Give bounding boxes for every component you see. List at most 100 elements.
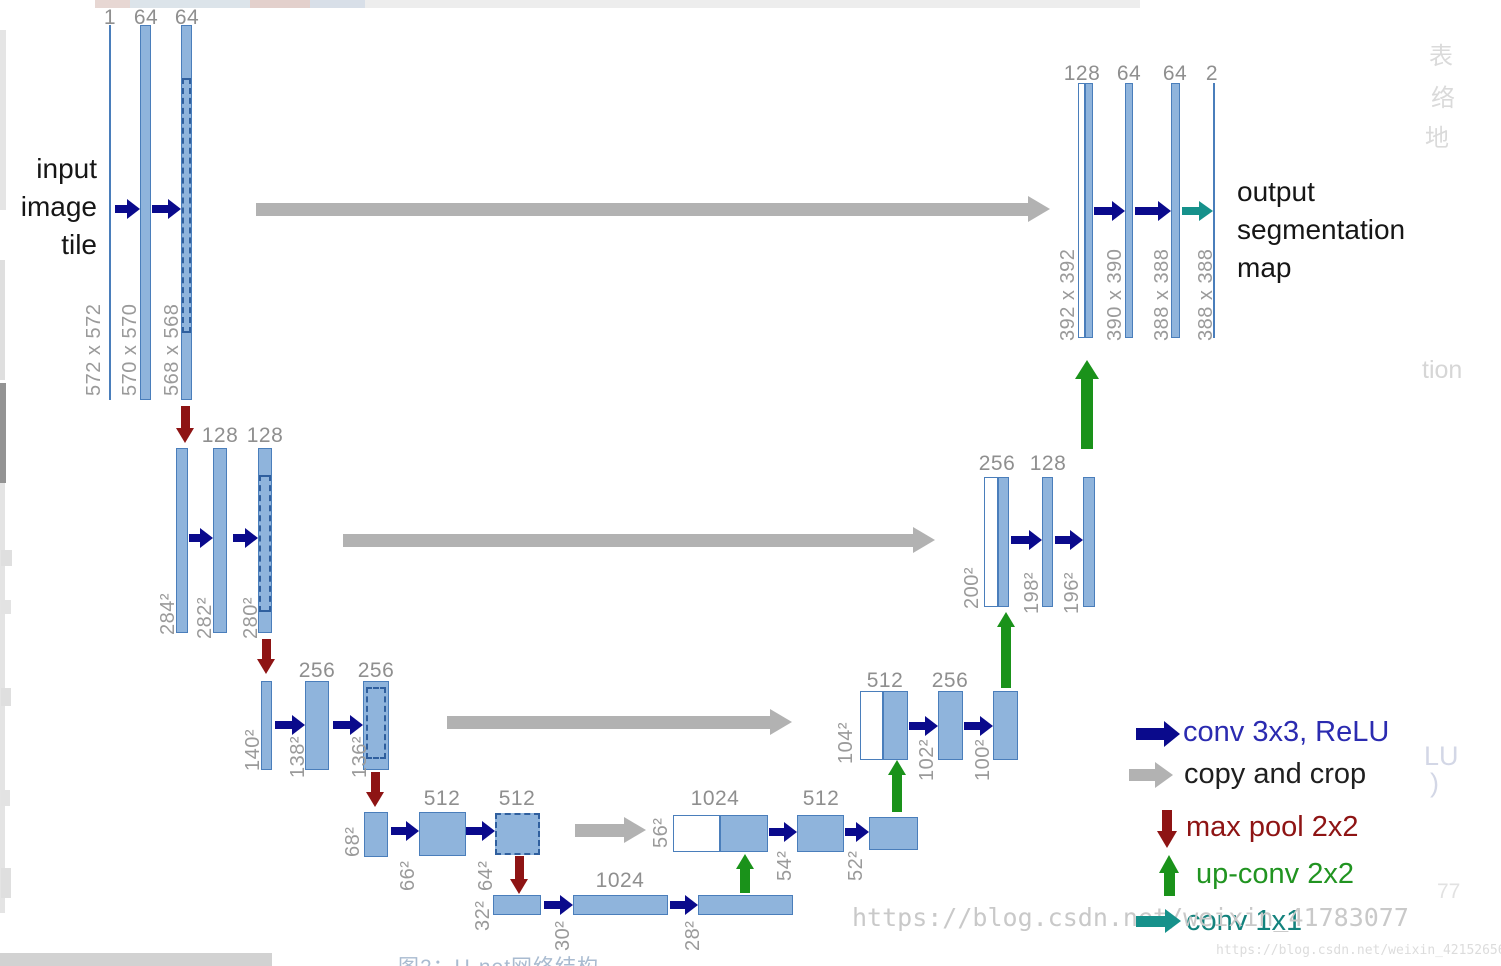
feature-map-bar — [495, 813, 540, 855]
top-edge-artifact — [310, 0, 365, 8]
feature-size-label: 32² — [472, 900, 494, 931]
feature-size-label: 30² — [552, 920, 574, 951]
feature-map-bar — [364, 812, 388, 857]
legend-label-conv1x1: conv 1x1 — [1186, 905, 1303, 937]
feature-size-label: 280² — [240, 596, 262, 639]
left-edge-artifact — [0, 260, 5, 380]
conv3x3-relu-arrow — [544, 895, 573, 915]
channel-count-label: 128 — [246, 424, 284, 447]
left-edge-artifact — [1, 790, 10, 806]
conv3x3-relu-arrow — [1011, 530, 1042, 550]
feature-size-label: 388 x 388 — [1195, 248, 1217, 341]
feature-size-label: 196² — [1061, 571, 1083, 614]
input-label-line: input — [36, 153, 97, 184]
input-label-line: tile — [61, 229, 97, 260]
feature-size-label: 568 x 568 — [161, 303, 183, 396]
conv3x3-relu-arrow — [115, 199, 140, 219]
conv3x3-relu-arrow — [189, 528, 213, 548]
channel-count-label: 64 — [1162, 62, 1188, 85]
left-edge-artifact — [1, 868, 11, 898]
feature-map-bar — [698, 895, 793, 915]
channel-count-label: 256 — [357, 659, 395, 682]
feature-size-label: 56² — [650, 817, 672, 848]
feature-map-bar — [1083, 477, 1095, 607]
conv3x3-relu-arrow — [275, 715, 305, 735]
copy-and-crop-arrow — [447, 708, 792, 736]
legend-label-copy-crop: copy and crop — [1184, 758, 1367, 790]
channel-count-label: 128 — [201, 424, 239, 447]
feature-size-label: 198² — [1021, 571, 1043, 614]
feature-size-label: 52² — [845, 850, 867, 881]
feature-map-bar — [720, 815, 768, 852]
feature-map-bar — [869, 817, 918, 850]
feature-size-label: 282² — [194, 596, 216, 639]
feature-size-label: 572 x 572 — [83, 303, 105, 396]
output-label-line: map — [1237, 252, 1292, 283]
feature-size-label: 68² — [342, 826, 364, 857]
feature-map-bar — [305, 681, 329, 770]
up-conv-arrow — [887, 760, 907, 812]
channel-count-label: 256 — [978, 452, 1016, 475]
feature-map-bar — [109, 25, 111, 400]
feature-map-bar — [176, 448, 188, 633]
feature-size-label: 388 x 388 — [1151, 248, 1173, 341]
feature-size-label: 284² — [157, 592, 179, 635]
legend-copy-crop-arrow-icon — [1129, 762, 1173, 788]
input-label-line: image — [20, 191, 97, 222]
crop-region-outline — [366, 687, 386, 759]
feature-map-bar — [1125, 83, 1133, 338]
channel-count-label: 512 — [498, 787, 536, 810]
feature-map-bar — [993, 691, 1018, 760]
feature-size-label: 28² — [682, 920, 704, 951]
watermark-url-big: https://blog.csdn.net/weixin_41783077 — [852, 903, 1409, 932]
legend-upconv-arrow-icon — [1158, 855, 1180, 896]
right-edge-ghost-text: LU — [1424, 741, 1459, 771]
conv3x3-relu-arrow — [1055, 530, 1083, 550]
feature-size-label: 102² — [916, 738, 938, 781]
feature-size-label: 104² — [835, 721, 857, 764]
channel-count-label: 64 — [174, 6, 200, 29]
feature-map-bar — [1085, 83, 1093, 338]
conv3x3-relu-arrow — [466, 821, 495, 841]
conv3x3-relu-arrow — [769, 822, 797, 842]
max-pool-arrow — [365, 772, 385, 807]
legend-label-upconv: up-conv 2x2 — [1196, 858, 1354, 890]
legend-maxpool-arrow-icon — [1157, 810, 1177, 848]
up-conv-arrow — [996, 612, 1016, 688]
feature-map-bar — [140, 25, 151, 400]
conv3x3-relu-arrow — [391, 821, 419, 841]
channel-count-label: 512 — [423, 787, 461, 810]
feature-size-label: 54² — [774, 850, 796, 881]
feature-map-bar — [998, 477, 1009, 607]
output-label: output segmentation map — [1237, 173, 1405, 287]
left-edge-artifact — [1, 600, 11, 614]
right-edge-text-cjk: 络 — [1431, 85, 1455, 112]
top-edge-artifact — [250, 0, 310, 8]
copy-and-crop-arrow — [575, 816, 646, 844]
feature-size-label: 138² — [287, 735, 309, 778]
conv3x3-relu-arrow — [1135, 201, 1171, 221]
feature-map-bar — [1213, 83, 1215, 338]
channel-count-label: 256 — [298, 659, 336, 682]
channel-count-label: 2 — [1205, 62, 1219, 85]
right-edge-ghost-text: ) — [1430, 768, 1439, 798]
max-pool-arrow — [175, 406, 195, 443]
conv3x3-relu-arrow — [670, 895, 698, 915]
conv3x3-relu-arrow — [964, 716, 993, 736]
feature-size-label: 66² — [397, 860, 419, 891]
legend-conv1x1-arrow-icon — [1136, 909, 1181, 933]
top-edge-artifact — [365, 0, 1140, 8]
feature-map-bar — [419, 812, 466, 856]
right-edge-text-cjk: 地 — [1425, 125, 1449, 152]
feature-map-bar — [181, 25, 192, 400]
channel-count-label: 1024 — [690, 787, 740, 810]
feature-map-bar — [213, 448, 227, 633]
channel-count-label: 64 — [1116, 62, 1142, 85]
legend-label-conv3x3: conv 3x3, ReLU — [1183, 716, 1390, 748]
feature-map-bar — [1042, 477, 1053, 607]
feature-map-bar — [493, 895, 541, 915]
left-edge-artifact — [0, 383, 6, 483]
channel-count-label: 256 — [931, 669, 969, 692]
feature-map-bar — [883, 691, 908, 760]
input-label: input image tile — [0, 150, 97, 264]
